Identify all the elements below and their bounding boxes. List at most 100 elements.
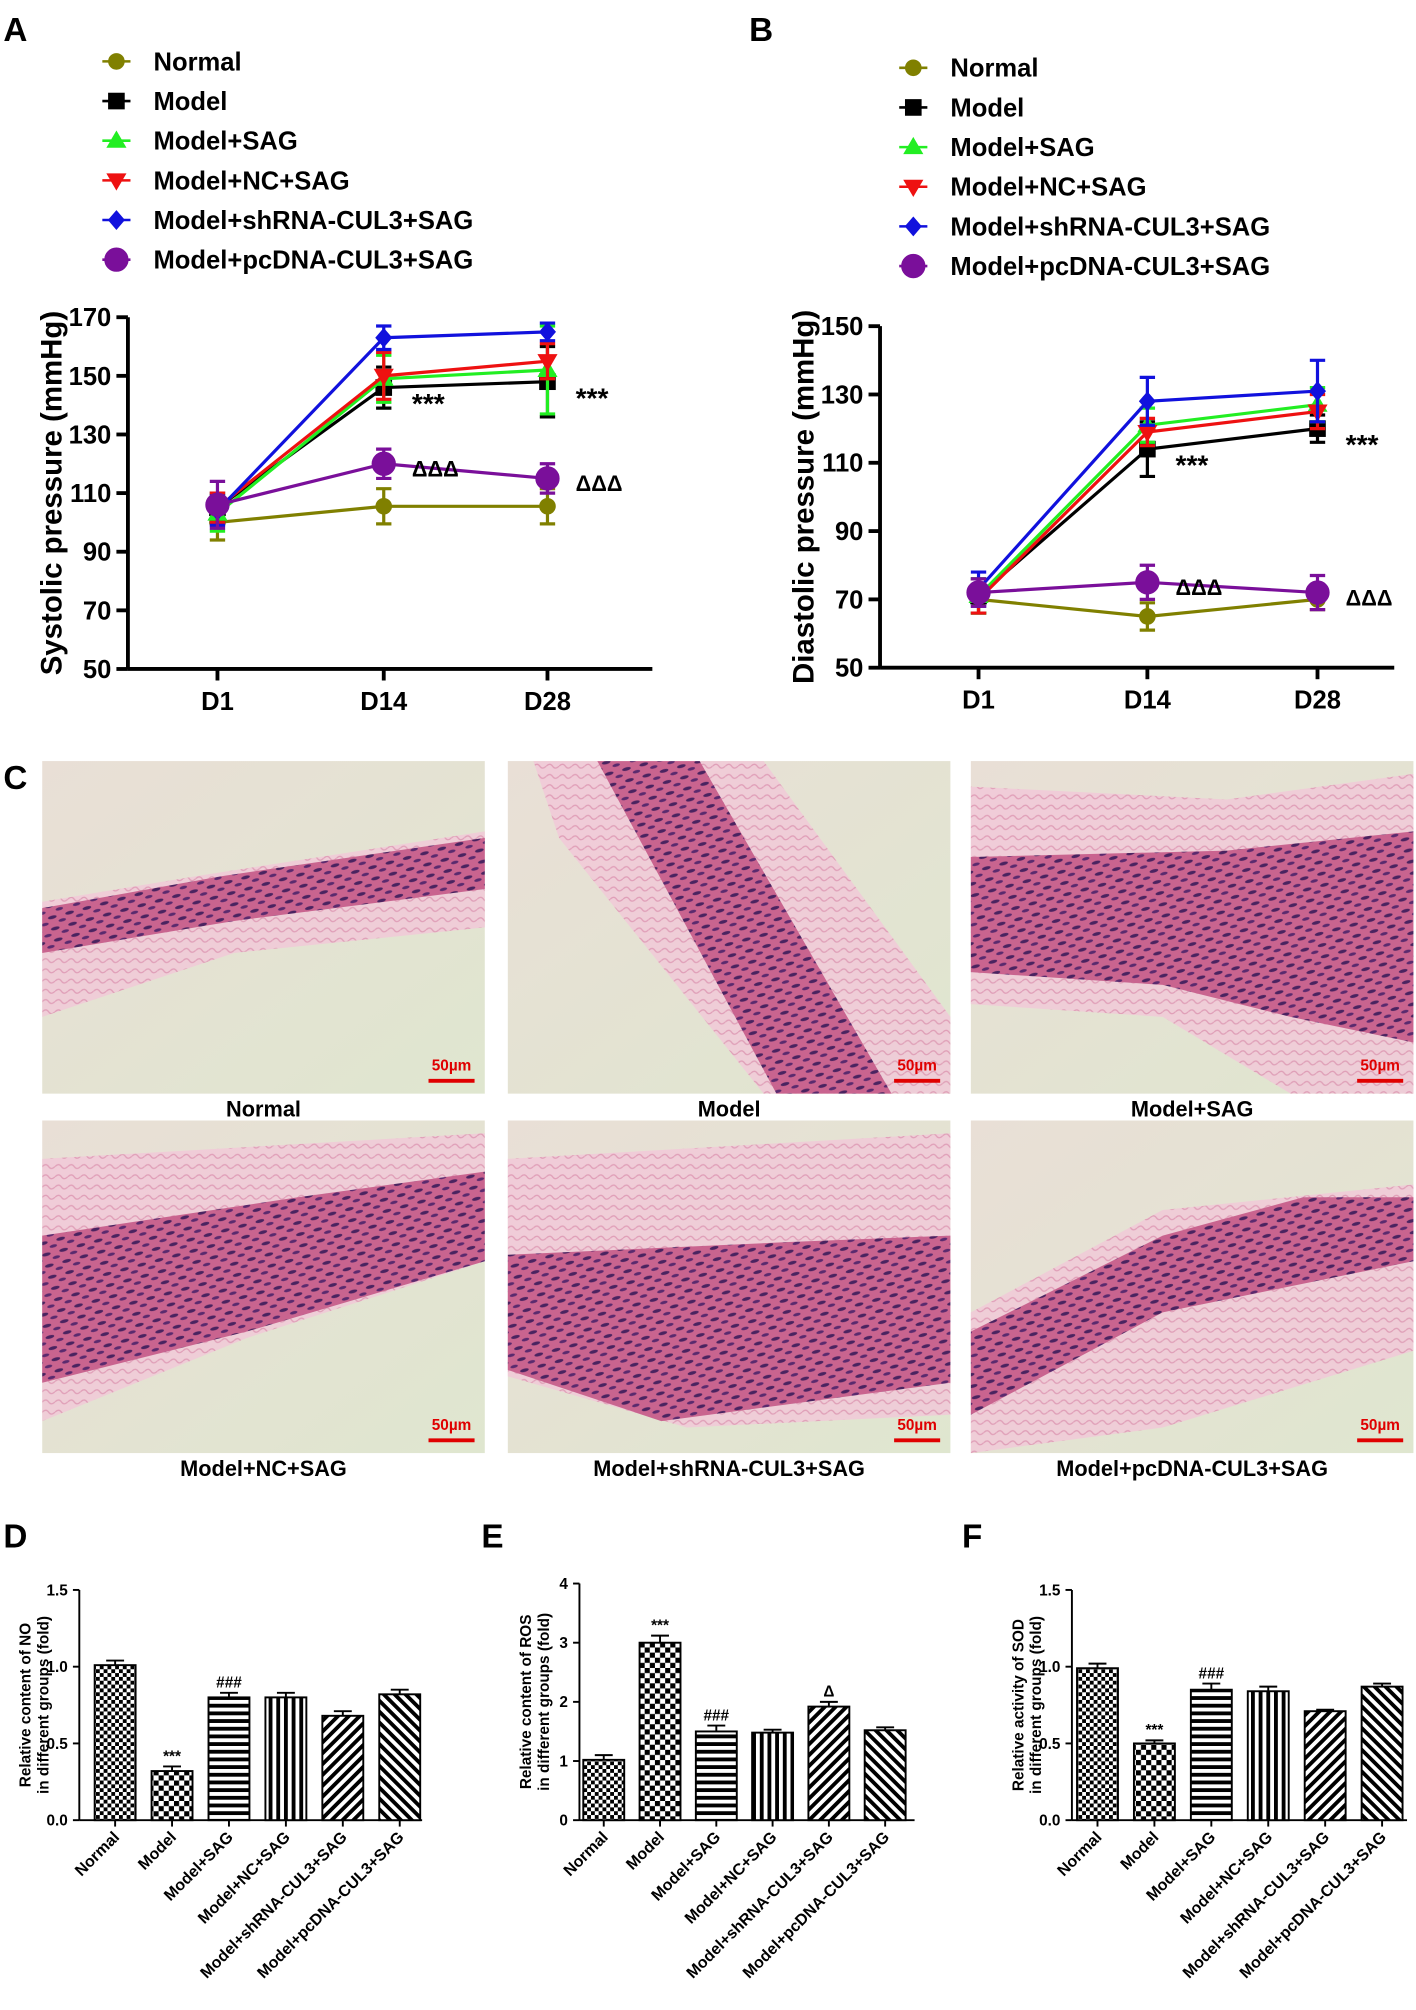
legend-label: Model+NC+SAG: [950, 174, 1146, 202]
y-axis-label: in different groups (fold): [36, 1616, 53, 1794]
media-layer: [42, 837, 485, 953]
error-bar: [220, 1691, 238, 1698]
y-axis-label: Relative content of ROS: [518, 1615, 535, 1790]
scale-bar-label: 50µm: [897, 1417, 937, 1434]
bar: [1360, 1685, 1404, 1822]
error-bar: [876, 1726, 895, 1731]
bar: [150, 1770, 194, 1822]
annotation: ***: [1176, 450, 1209, 481]
legend-label: Model+shRNA-CUL3+SAG: [950, 213, 1270, 241]
y-tick-label: 150: [69, 363, 112, 391]
legend-label: Normal: [154, 48, 242, 76]
y-tick-label: 0.0: [46, 1813, 67, 1830]
marker: [205, 492, 230, 517]
scale-bar-label: 50µm: [1360, 1058, 1400, 1075]
panel-label: B: [749, 12, 773, 49]
legend-label: Model+SAG: [950, 134, 1094, 162]
bar: [1303, 1710, 1347, 1822]
y-tick-label: 2: [559, 1694, 568, 1711]
marker: [966, 580, 991, 605]
marker: [1139, 608, 1156, 625]
annotation: ΔΔΔ: [1176, 575, 1223, 600]
marker: [1135, 570, 1160, 595]
media-layer: [507, 1235, 951, 1422]
panel-label: F: [962, 1519, 982, 1556]
y-tick-label: 70: [83, 597, 111, 625]
marker: [375, 497, 393, 515]
legend-label: Model+shRNA-CUL3+SAG: [154, 207, 474, 235]
histology-image: 50µm: [970, 761, 1414, 1094]
panel-label: C: [3, 760, 27, 797]
annotation: ###: [1199, 1665, 1225, 1682]
bar: [1189, 1688, 1233, 1822]
bar: [321, 1714, 365, 1822]
bar: [264, 1696, 308, 1822]
scale-bar-label: 50µm: [432, 1058, 472, 1075]
legend-label: Normal: [950, 55, 1038, 83]
error-bar: [1088, 1662, 1107, 1669]
image-caption: Model+NC+SAG: [180, 1456, 347, 1481]
y-tick-label: 130: [821, 381, 864, 409]
error-bar: [333, 1710, 352, 1716]
y-tick-label: 1.0: [46, 1659, 67, 1676]
bar: [807, 1705, 851, 1822]
histology-image: 50µm: [507, 1120, 951, 1454]
y-tick-label: 1.0: [1039, 1659, 1060, 1676]
marker: [904, 59, 922, 77]
annotation: ###: [216, 1675, 242, 1692]
annotation: ***: [651, 1617, 669, 1634]
panel-label: A: [3, 12, 27, 49]
annotation: ΔΔΔ: [576, 471, 623, 496]
annotation: Δ: [823, 1684, 834, 1701]
x-tick-label: D28: [524, 688, 571, 716]
marker: [375, 327, 393, 348]
error-bar: [1202, 1682, 1221, 1690]
y-tick-label: 70: [835, 586, 863, 614]
image-caption: Model+shRNA-CUL3+SAG: [593, 1456, 865, 1481]
error-bar: [163, 1765, 182, 1772]
marker: [1138, 391, 1156, 412]
histology-image: 50µm: [42, 761, 485, 1094]
y-tick-label: 4: [559, 1576, 568, 1593]
error-bar: [707, 1724, 726, 1732]
annotation: ΔΔΔ: [1346, 585, 1393, 610]
legend-label: Model+NC+SAG: [154, 167, 350, 195]
panel-label: E: [481, 1519, 503, 1556]
bar: [1076, 1667, 1119, 1822]
x-tick-label: Normal: [72, 1829, 123, 1880]
marker: [538, 321, 556, 342]
y-tick-label: 110: [822, 450, 863, 478]
marker: [373, 368, 394, 387]
error-bar: [390, 1688, 409, 1695]
y-tick-label: 50: [835, 655, 863, 683]
marker: [107, 210, 125, 230]
y-axis-label: in different groups (fold): [1028, 1616, 1045, 1794]
y-tick-label: 0.0: [1039, 1813, 1060, 1830]
x-tick-label: Model: [135, 1829, 180, 1874]
image-caption: Normal: [226, 1097, 301, 1122]
marker: [904, 99, 922, 116]
histology-image: 50µm: [42, 1120, 485, 1454]
media-layer: [970, 1197, 1414, 1415]
x-tick-label: Normal: [1055, 1829, 1106, 1880]
histology-image: 50µm: [970, 1120, 1414, 1454]
annotation: ***: [412, 388, 445, 419]
legend-label: Model: [950, 94, 1024, 122]
x-tick-label: D14: [1124, 687, 1172, 715]
scale-bar-label: 50µm: [432, 1417, 472, 1434]
marker: [104, 247, 129, 272]
marker: [106, 173, 127, 191]
marker: [106, 130, 127, 148]
y-axis-label: in different groups (fold): [536, 1613, 553, 1791]
marker: [1308, 381, 1327, 402]
error-bar: [276, 1691, 295, 1698]
legend-label: Model+SAG: [154, 128, 298, 156]
marker: [903, 136, 924, 155]
bar: [582, 1758, 626, 1822]
y-axis-label: Systolic pressure (mmHg): [35, 311, 68, 675]
marker: [108, 92, 125, 110]
legend-label: Model: [154, 88, 228, 116]
error-bar: [651, 1634, 669, 1643]
bar: [93, 1664, 137, 1822]
panel-label: D: [3, 1519, 27, 1556]
